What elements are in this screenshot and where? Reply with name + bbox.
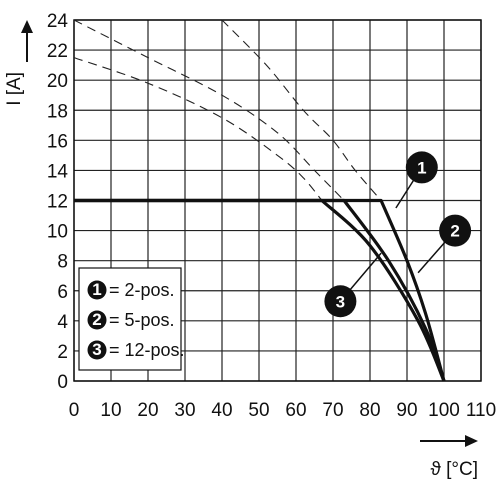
y-tick-label: 24 (47, 11, 69, 32)
legend-marker-circle (87, 340, 107, 360)
x-tick-label: 60 (285, 400, 306, 421)
x-tick-label: 0 (69, 400, 80, 421)
y-tick-label: 14 (47, 161, 69, 182)
derating-curve-dashed (73, 57, 323, 201)
y-tick-label: 22 (47, 41, 68, 62)
x-axis-title: ϑ [°C] (430, 459, 478, 480)
series-lines (74, 198, 446, 382)
legend-entry-label: = 5-pos. (109, 310, 175, 330)
x-tick-label: 70 (322, 400, 343, 421)
annotations: 1 2 3 (324, 151, 472, 318)
legend-marker-label: 1 (92, 280, 101, 299)
series-line-2 (74, 198, 446, 382)
y-tick-label: 4 (57, 312, 68, 333)
y-axis-title: I [A] (4, 72, 25, 106)
legend-entry-label: = 2-pos. (109, 280, 175, 300)
annotation-marker-label: 1 (417, 158, 426, 177)
y-tick-label: 10 (47, 222, 68, 243)
legend-marker-label: 2 (92, 310, 101, 329)
y-tick-label: 18 (47, 101, 68, 122)
legend-marker-label: 3 (92, 340, 101, 359)
x-tick-label: 30 (174, 400, 195, 421)
derating-curve-dashed (73, 19, 345, 201)
y-tick-label: 16 (47, 131, 68, 152)
annotation-marker-circle (405, 151, 438, 184)
x-axis-title-group: ϑ [°C] (420, 435, 478, 480)
y-tick-label: 6 (57, 282, 68, 303)
x-tick-label: 10 (100, 400, 121, 421)
y-axis-title-group: I [A] (4, 20, 33, 106)
y-tick-label: 12 (47, 192, 68, 213)
annotation-marker-label: 2 (450, 222, 459, 241)
legend-entry-label: = 12-pos. (109, 340, 185, 360)
x-tick-label: 100 (428, 400, 460, 421)
y-axis-arrow-head (21, 20, 33, 33)
annotation-marker-circle (439, 214, 472, 247)
annotation-marker-circle (324, 285, 357, 318)
x-tick-label: 20 (137, 400, 158, 421)
series-line-1 (74, 198, 446, 382)
y-tick-label: 20 (47, 71, 68, 92)
legend: 1 = 2-pos. 2 = 5-pos. 3 = 12-pos. (78, 267, 185, 371)
legend-marker-circle (87, 310, 107, 330)
x-tick-label: 110 (466, 400, 496, 421)
derating-curves (73, 19, 382, 201)
x-tick-label: 80 (359, 400, 380, 421)
legend-marker-circle (87, 280, 107, 300)
annotation-marker-label: 3 (336, 292, 345, 311)
y-tick-label: 0 (57, 372, 68, 393)
x-tick-label: 90 (396, 400, 417, 421)
x-axis-arrow-head (465, 435, 478, 447)
y-tick-label: 8 (57, 252, 68, 273)
tick-labels: 0 10 20 30 40 50 60 70 80 90 100 110024681012141618… (47, 11, 496, 421)
series-line-3 (74, 198, 446, 382)
x-tick-label: 50 (248, 400, 269, 421)
x-tick-label: 40 (211, 400, 232, 421)
y-tick-label: 2 (57, 342, 68, 363)
